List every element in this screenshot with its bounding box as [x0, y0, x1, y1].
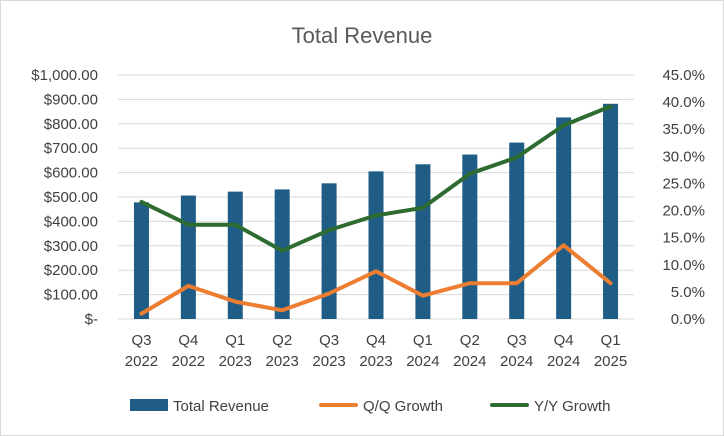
- left-axis-ticks: $- $100.00 $200.00 $300.00 $400.00 $500.00 $60…: [31, 67, 98, 328]
- right-tick-label: 0.0%: [671, 311, 705, 328]
- category-label: Q3 2023: [312, 332, 345, 370]
- left-tick-label: $600.00: [44, 165, 98, 182]
- category-label: Q4 2022: [172, 332, 205, 370]
- right-tick-label: 45.0%: [662, 67, 705, 84]
- right-tick-label: 40.0%: [662, 94, 705, 111]
- category-label: Q1 2025: [594, 332, 627, 370]
- category-label: Q3 2024: [500, 332, 533, 370]
- left-tick-label: $700.00: [44, 140, 98, 157]
- category-label: Q1 2024: [406, 332, 439, 370]
- category-label: Q4 2023: [359, 332, 392, 370]
- left-tick-label: $900.00: [44, 91, 98, 108]
- right-tick-label: 35.0%: [662, 121, 705, 138]
- revenue-bar: [321, 183, 337, 319]
- legend-label-y-y-growth: Y/Y Growth: [534, 398, 610, 415]
- left-tick-label: $-: [85, 311, 98, 328]
- category-label: Q3 2022: [125, 332, 158, 370]
- right-tick-label: 30.0%: [662, 148, 705, 165]
- left-tick-label: $100.00: [44, 287, 98, 304]
- chart-title: Total Revenue: [292, 23, 433, 48]
- revenue-bar: [462, 154, 478, 319]
- revenue-bar: [556, 117, 572, 320]
- category-label: Q2 2024: [453, 332, 486, 370]
- left-tick-label: $300.00: [44, 238, 98, 255]
- category-label: Q4 2024: [547, 332, 580, 370]
- revenue-bar: [368, 171, 384, 319]
- category-label: Q1 2023: [219, 332, 252, 370]
- legend-label-total-revenue: Total Revenue: [173, 398, 269, 415]
- revenue-bar: [274, 189, 290, 319]
- q-q-growth-line: [139, 243, 613, 316]
- line-series: [139, 104, 613, 316]
- right-tick-label: 15.0%: [662, 230, 705, 247]
- left-tick-label: $400.00: [44, 213, 98, 230]
- legend: Total Revenue Q/Q Growth Y/Y Growth: [130, 398, 610, 415]
- left-tick-label: $1,000.00: [31, 67, 98, 84]
- y-y-growth-line: [139, 104, 613, 253]
- right-tick-label: 25.0%: [662, 175, 705, 192]
- legend-label-q-q-growth: Q/Q Growth: [363, 398, 443, 415]
- left-tick-label: $200.00: [44, 262, 98, 279]
- revenue-bar: [603, 103, 619, 320]
- right-tick-label: 10.0%: [662, 257, 705, 274]
- right-axis-ticks: 0.0% 5.0% 10.0% 15.0% 20.0% 25.0% 30.0% 35.0% 40…: [662, 67, 705, 328]
- legend-swatch-total-revenue: [130, 399, 168, 411]
- left-tick-label: $800.00: [44, 116, 98, 133]
- right-tick-label: 5.0%: [671, 284, 705, 301]
- revenue-bar: [133, 202, 149, 319]
- left-tick-label: $500.00: [44, 189, 98, 206]
- right-tick-label: 20.0%: [662, 203, 705, 220]
- revenue-bar: [509, 142, 525, 319]
- revenue-bar: [180, 195, 196, 319]
- category-axis: Q3 2022 Q4 2022 Q1 2023 Q2 2023 Q3 2023 Q4 2023 Q1 20…: [125, 332, 627, 370]
- category-label: Q2 2023: [265, 332, 298, 370]
